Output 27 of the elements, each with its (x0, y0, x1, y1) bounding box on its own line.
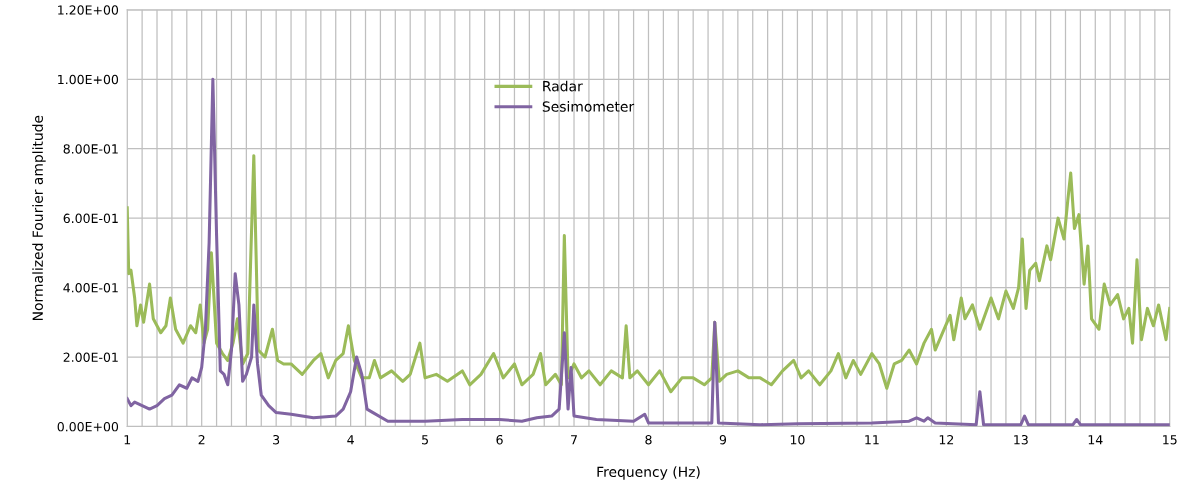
line-series (127, 154, 1170, 394)
x-tick-label: 8 (645, 435, 652, 445)
x-tick-label: 5 (422, 435, 428, 445)
y-tick-label: 6.00E-01 (63, 213, 118, 224)
x-tick-label: 10 (790, 435, 805, 445)
legend-label: Sesimometer (542, 101, 635, 112)
y-tick-label: 1.00E+00 (58, 74, 119, 85)
x-tick-label: 11 (865, 435, 879, 445)
x-tick-label: 6 (496, 435, 503, 445)
y-tick-label: 2.00E-01 (63, 352, 118, 362)
x-tick-label: 7 (571, 435, 577, 445)
x-tick-label: 9 (719, 435, 727, 445)
y-tick-label: 8.00E-01 (63, 144, 118, 154)
y-tick-label: 1.20E+00 (58, 5, 119, 15)
y-tick-label: 4.00E-01 (63, 283, 118, 293)
x-tick-label: 12 (939, 435, 954, 445)
x-axis-title: Frequency (Hz) (597, 466, 700, 480)
x-tick-label: 14 (1088, 435, 1103, 445)
x-tick-label: 15 (1163, 435, 1177, 445)
x-tick-label: 13 (1014, 435, 1028, 445)
legend-label: Radar (543, 80, 583, 92)
x-tick-label: 4 (347, 435, 354, 445)
y-tick-label: 0.00E+00 (57, 421, 119, 432)
y-axis-title: Normalized Fourier amplitude (32, 115, 46, 320)
x-tick-label: 2 (198, 435, 205, 445)
x-tick-label: 3 (273, 435, 280, 445)
x-tick-label: 1 (124, 435, 131, 445)
